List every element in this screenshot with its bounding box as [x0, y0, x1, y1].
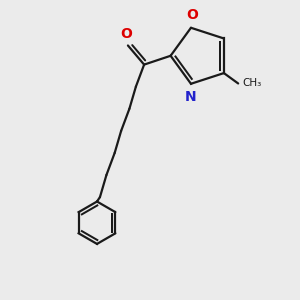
Text: N: N	[184, 90, 196, 104]
Text: O: O	[187, 8, 198, 22]
Text: O: O	[121, 27, 132, 41]
Text: CH₃: CH₃	[243, 79, 262, 88]
